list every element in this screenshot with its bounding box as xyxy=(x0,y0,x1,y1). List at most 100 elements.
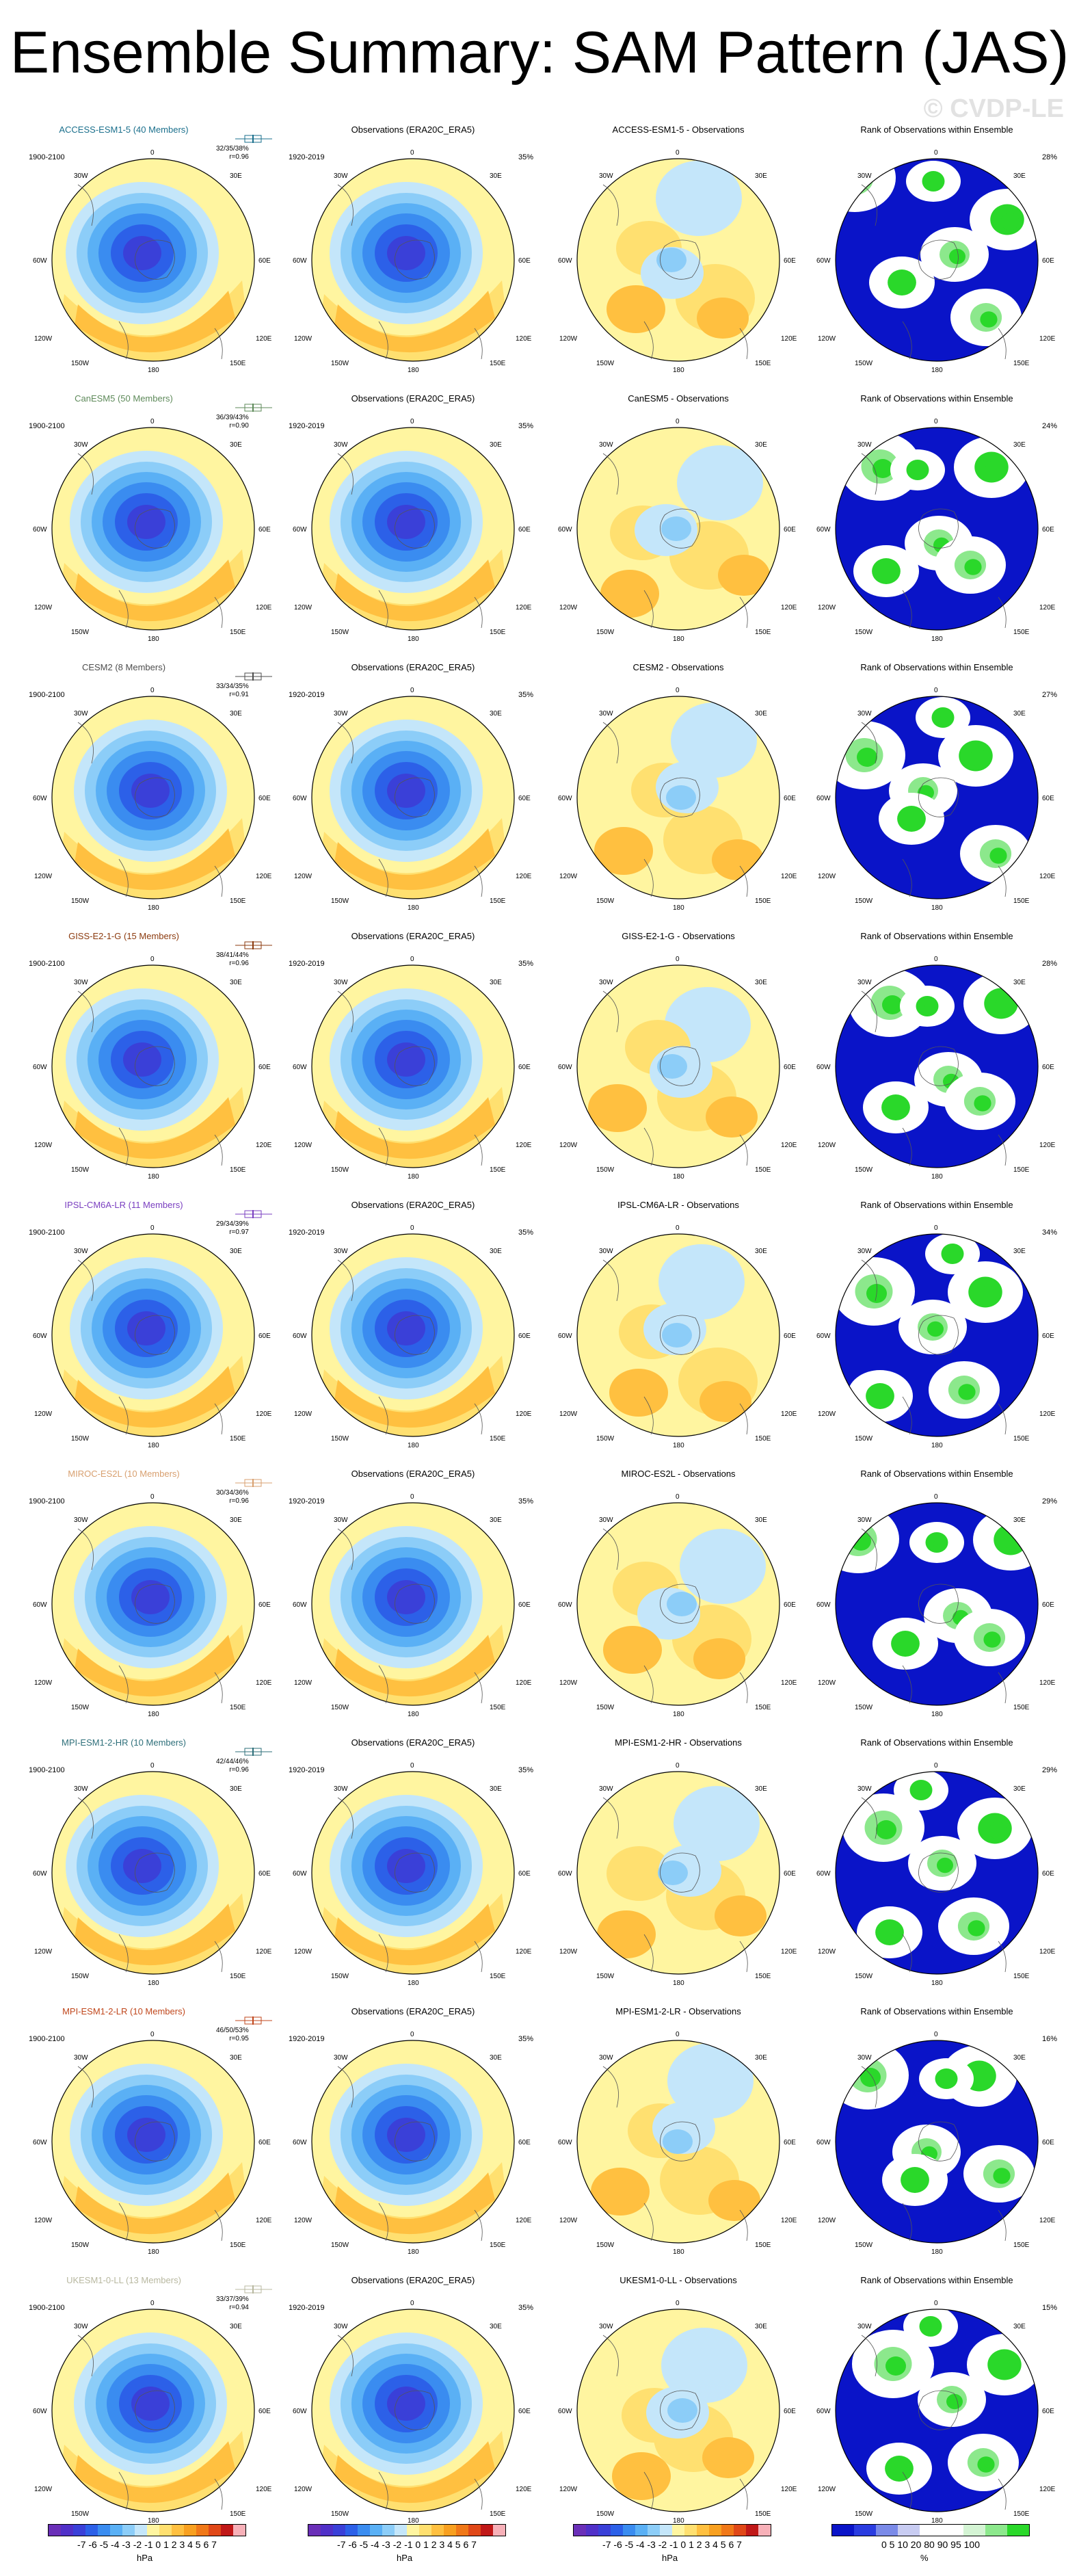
rank-title: Rank of Observations within Ensemble xyxy=(860,124,1013,135)
panel-diff: MIROC-ES2L - Observations 0 30W 30E 60W 60E 12… xyxy=(550,1469,807,1737)
map-label-right: 60E xyxy=(258,2408,271,2415)
map-label-lr: 120E xyxy=(1039,1142,1056,1149)
map-label-lr: 120E xyxy=(256,1679,272,1687)
map-label-ur: 30E xyxy=(490,441,502,449)
map-label-ul: 30W xyxy=(334,1516,348,1524)
colorbar-unit: hPa xyxy=(662,2553,678,2563)
colorbar-unit: hPa xyxy=(137,2553,153,2563)
polar-map: 0 30W 30E 60W 60E 120W 120E 150W 150E 180 xyxy=(33,2031,271,2256)
colorbar-rank: 0 5 10 20 80 90 95 100% xyxy=(831,2524,1030,2565)
map-label-lr: 120E xyxy=(781,1410,797,1418)
map-label-top: 0 xyxy=(934,149,938,157)
map-label-right: 60E xyxy=(518,1870,531,1878)
percent-label: 24% xyxy=(1041,422,1057,430)
obs-title: Observations (ERA20C_ERA5) xyxy=(351,662,475,672)
map-label-ul: 30W xyxy=(74,1785,88,1793)
panel-diff: MPI-ESM1-2-LR - Observations 0 30W 30E 60W 60… xyxy=(550,2006,807,2275)
map-label-right: 60E xyxy=(784,1601,796,1609)
map-label-top: 0 xyxy=(410,418,414,425)
rank-title: Rank of Observations within Ensemble xyxy=(860,1200,1013,1210)
map-label-left: 60W xyxy=(33,2408,47,2415)
map-label-bl: 150W xyxy=(596,897,615,905)
polar-map: 0 30W 30E 60W 60E 120W 120E 150W 150E 180 xyxy=(33,1493,271,1718)
model-title: GISS-E2-1-G (15 Members) xyxy=(68,931,179,941)
map-label-ur: 30E xyxy=(490,1516,502,1524)
map-label-ul: 30W xyxy=(599,1516,613,1524)
map-label-right: 60E xyxy=(518,2139,531,2146)
polar-map: 0 30W 30E 60W 60E 120W 120E 150W 150E 180 xyxy=(558,1493,797,1718)
map-label-ll: 120W xyxy=(559,2486,578,2493)
map-label-bottom: 180 xyxy=(408,367,419,374)
map-label-ur: 30E xyxy=(755,1248,767,1255)
map-label-ll: 120W xyxy=(818,1142,836,1149)
map-label-ul: 30W xyxy=(334,1785,348,1793)
period-label: 1900-2100 xyxy=(29,1228,65,1237)
map-label-ur: 30E xyxy=(230,1785,242,1793)
map-label-bl: 150W xyxy=(596,1435,615,1443)
map-label-ur: 30E xyxy=(490,172,502,180)
map-label-ll: 120W xyxy=(818,604,836,612)
polar-map: 0 30W 30E 60W 60E 120W 120E 150W 150E 180 xyxy=(558,2300,797,2525)
period-label: 1920-2019 xyxy=(289,422,325,430)
map-label-top: 0 xyxy=(676,1224,680,1232)
map-label-ul: 30W xyxy=(599,1248,613,1255)
polar-map: 0 30W 30E 60W 60E 120W 120E 150W 150E 180 xyxy=(293,2300,531,2525)
map-label-right: 60E xyxy=(1042,1332,1054,1340)
diff-title: CanESM5 - Observations xyxy=(628,393,729,404)
map-label-left: 60W xyxy=(293,2408,307,2415)
percent-label: 35% xyxy=(518,2035,533,2043)
map-label-lr: 120E xyxy=(256,873,272,880)
map-label-bottom: 180 xyxy=(931,1711,943,1718)
stats-range: 33/34/35% xyxy=(216,683,249,690)
map-label-ll: 120W xyxy=(34,873,53,880)
obs-title: Observations (ERA20C_ERA5) xyxy=(351,931,475,941)
map-label-ul: 30W xyxy=(74,1248,88,1255)
map-label-ul: 30W xyxy=(857,710,872,718)
ensemble-whisker-icon xyxy=(230,1478,278,1488)
map-label-bottom: 180 xyxy=(148,904,159,912)
map-label-ul: 30W xyxy=(599,1785,613,1793)
ensemble-whisker-icon xyxy=(230,2016,278,2025)
map-label-ll: 120W xyxy=(818,2217,836,2224)
map-label-lr: 120E xyxy=(781,2217,797,2224)
panel-obs: Observations (ERA20C_ERA5) 1920-2019 35% 0 3… xyxy=(284,2275,542,2544)
percent-label: 35% xyxy=(518,691,533,699)
map-label-lr: 120E xyxy=(1039,2486,1056,2493)
panel-obs: Observations (ERA20C_ERA5) 1920-2019 35% 0 3… xyxy=(284,662,542,931)
map-label-br: 150E xyxy=(755,629,771,636)
map-label-bottom: 180 xyxy=(148,1173,159,1181)
colorbar-strip xyxy=(831,2524,1030,2536)
map-label-ul: 30W xyxy=(334,2054,348,2062)
map-label-left: 60W xyxy=(293,1332,307,1340)
map-label-br: 150E xyxy=(490,2242,506,2249)
map-label-left: 60W xyxy=(293,1601,307,1609)
map-label-left: 60W xyxy=(33,526,47,534)
map-label-br: 150E xyxy=(490,2510,506,2518)
map-label-right: 60E xyxy=(1042,1870,1054,1878)
map-label-lr: 120E xyxy=(781,335,797,343)
map-label-bl: 150W xyxy=(71,2510,90,2518)
map-label-ul: 30W xyxy=(334,710,348,718)
pattern-stats: 29/34/39% r=0.97 xyxy=(216,1220,249,1237)
panel-rank: Rank of Observations within Ensemble 29% 0… xyxy=(808,1469,1065,1737)
rank-title: Rank of Observations within Ensemble xyxy=(860,2275,1013,2285)
map-label-left: 60W xyxy=(33,1332,47,1340)
map-label-right: 60E xyxy=(518,526,531,534)
map-label-ul: 30W xyxy=(857,2054,872,2062)
percent-label: 35% xyxy=(518,2304,533,2312)
diff-title: GISS-E2-1-G - Observations xyxy=(622,931,735,941)
map-label-top: 0 xyxy=(676,2031,680,2038)
map-label-lr: 120E xyxy=(516,2486,532,2493)
colorbar-ticks: 0 5 10 20 80 90 95 100 xyxy=(881,2539,981,2550)
map-label-top: 0 xyxy=(150,418,155,425)
panel-rank: Rank of Observations within Ensemble 28% 0… xyxy=(808,931,1065,1200)
map-label-top: 0 xyxy=(410,687,414,694)
map-label-br: 150E xyxy=(755,897,771,905)
map-label-ur: 30E xyxy=(490,2054,502,2062)
polar-map: 0 30W 30E 60W 60E 120W 120E 150W 150E 180 xyxy=(33,418,271,643)
percent-label: 34% xyxy=(1041,1228,1057,1237)
panel-rank: Rank of Observations within Ensemble 29% 0… xyxy=(808,1737,1065,2006)
colorbar-ticks: -7 -6 -5 -4 -3 -2 -1 0 1 2 3 4 5 6 7 xyxy=(337,2539,477,2550)
map-label-bottom: 180 xyxy=(408,1442,419,1449)
map-label-br: 150E xyxy=(755,1704,771,1711)
